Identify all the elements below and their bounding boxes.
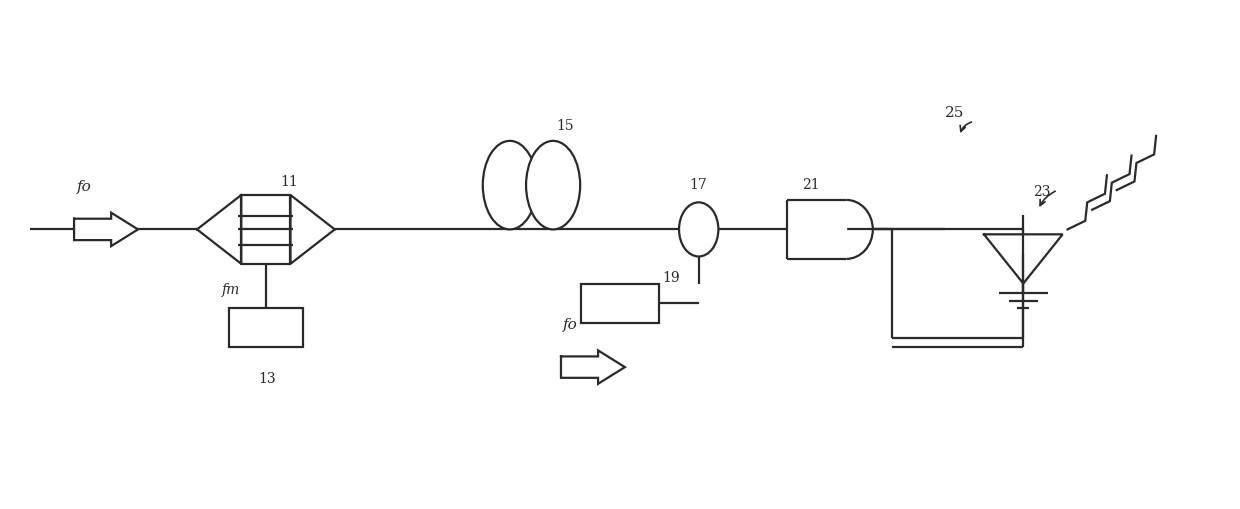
Text: 11: 11 bbox=[280, 175, 299, 189]
Text: 25: 25 bbox=[945, 106, 963, 120]
Polygon shape bbox=[787, 201, 846, 260]
Polygon shape bbox=[560, 351, 625, 384]
Bar bbox=[580, 284, 660, 323]
Polygon shape bbox=[74, 213, 138, 247]
Text: fo: fo bbox=[563, 317, 578, 331]
Text: 19: 19 bbox=[662, 270, 680, 284]
Ellipse shape bbox=[526, 142, 580, 230]
Text: 21: 21 bbox=[802, 178, 820, 192]
Ellipse shape bbox=[680, 203, 718, 257]
Text: fo: fo bbox=[77, 180, 92, 194]
Polygon shape bbox=[290, 195, 335, 264]
Text: 23: 23 bbox=[1033, 185, 1050, 199]
Text: 17: 17 bbox=[689, 177, 707, 191]
Polygon shape bbox=[242, 195, 290, 264]
Bar bbox=[229, 308, 303, 348]
Polygon shape bbox=[197, 195, 242, 264]
Text: 15: 15 bbox=[556, 119, 574, 133]
Polygon shape bbox=[985, 235, 1063, 284]
Text: fm: fm bbox=[222, 283, 239, 297]
Text: 13: 13 bbox=[258, 371, 275, 385]
Ellipse shape bbox=[482, 142, 537, 230]
